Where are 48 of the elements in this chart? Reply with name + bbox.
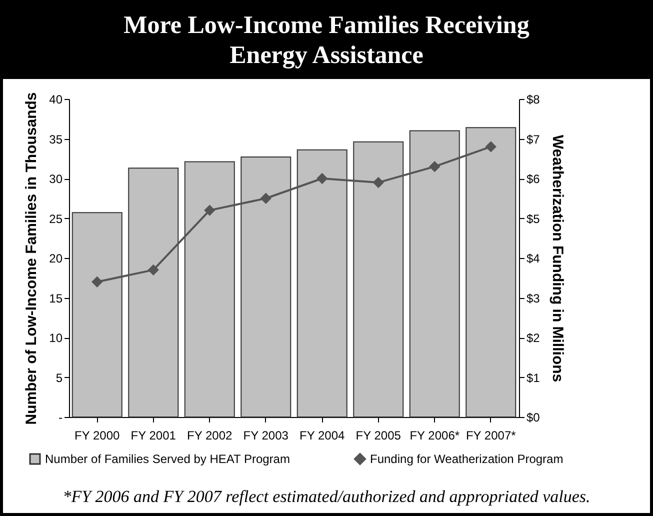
- y-tick-label: 40: [49, 92, 63, 106]
- bar: [296, 149, 348, 418]
- point: [486, 142, 496, 152]
- point: [204, 205, 215, 216]
- x-tick-label: FY 2004: [300, 428, 346, 442]
- bar: [72, 212, 122, 418]
- point: [148, 264, 159, 276]
- y2-tick-label: $6: [526, 172, 540, 186]
- x-tick-label: FY 2003: [243, 428, 289, 442]
- legend-label: Number of Families Served by HEAT Program: [45, 452, 290, 466]
- point: [373, 177, 384, 188]
- x-tick-label: FY 2001: [130, 428, 176, 442]
- y2-tick-label: $0: [526, 410, 540, 424]
- y-tick-label: 15: [49, 291, 63, 306]
- y2-tick-label: $5: [526, 212, 540, 226]
- y-tick-label: 20: [49, 252, 63, 266]
- x-tick-label: FY 2006*: [410, 428, 460, 442]
- bar: [240, 156, 292, 418]
- y-tick-label: 5: [56, 370, 63, 385]
- y2-tick-label: $3: [526, 291, 540, 306]
- text: *FY 2006 and FY 2007 reflect estimated/authorized and appropriated values.: [62, 487, 592, 507]
- y2-axis-title: Weatherization Funding in Millions: [548, 134, 566, 382]
- bar: [128, 168, 179, 418]
- legend-label: Funding for Weatherization Program: [370, 452, 564, 466]
- y-axis-title: Number of Low-Income Families in Thousands: [23, 92, 40, 425]
- bar: [184, 161, 235, 418]
- y2-tick-label: $8: [526, 92, 540, 106]
- y2-tick-label: $4: [526, 252, 540, 266]
- y2-tick-label: $1: [526, 370, 540, 385]
- x-tick-label: FY 2000: [74, 428, 120, 442]
- y-tick-label: 35: [49, 132, 63, 146]
- x-tick-label: FY 2002: [187, 428, 233, 442]
- point: [260, 193, 272, 204]
- y2-tick-label: $2: [526, 331, 540, 345]
- y2-tick-label: $7: [526, 132, 540, 146]
- chart-title: More Low-Income Families Receiving Energy Assistance: [3, 3, 650, 79]
- bar: [409, 130, 460, 418]
- bar: [353, 141, 404, 418]
- x-tick-label: FY 2007*: [466, 428, 516, 442]
- point: [92, 276, 102, 288]
- point: [316, 173, 328, 184]
- y-tick-label: 30: [49, 172, 63, 186]
- y-tick-label: -: [58, 410, 62, 424]
- x-tick-label: FY 2005: [356, 428, 402, 442]
- point: [429, 161, 440, 172]
- bar: [466, 127, 516, 418]
- y-tick-label: 25: [49, 212, 63, 226]
- y-tick-label: 10: [49, 331, 63, 345]
